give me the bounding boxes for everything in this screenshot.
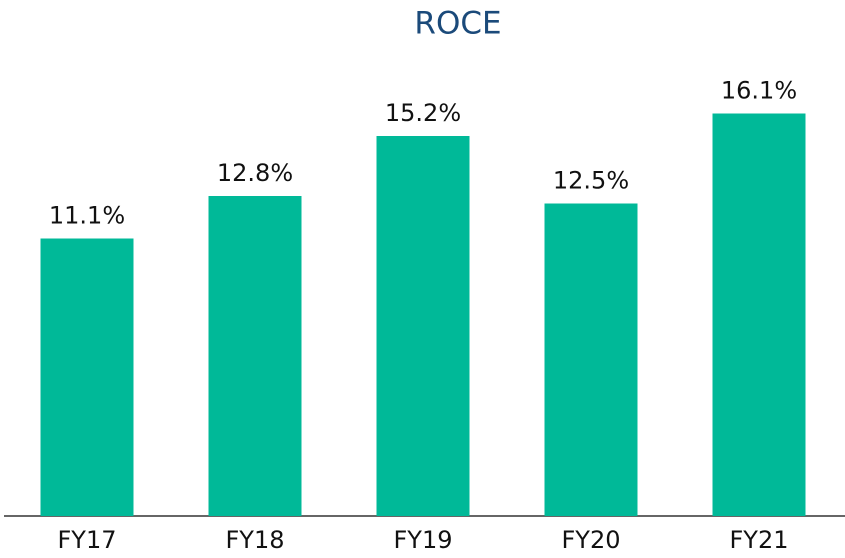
bar: [208, 196, 302, 516]
x-tick-label: FY19: [393, 526, 452, 554]
data-label: 12.8%: [217, 159, 293, 187]
x-tick-label: FY21: [729, 526, 788, 554]
x-tick-label: FY20: [561, 526, 620, 554]
bar: [40, 238, 134, 516]
data-label: 12.5%: [553, 167, 629, 195]
data-label: 11.1%: [49, 202, 125, 230]
data-label: 15.2%: [385, 99, 461, 127]
data-label: 16.1%: [721, 77, 797, 105]
x-tick-label: FY18: [225, 526, 284, 554]
bar: [376, 136, 470, 516]
bar: [544, 203, 638, 516]
chart-title: ROCE: [414, 6, 501, 42]
x-tick-label: FY17: [57, 526, 116, 554]
bar: [712, 113, 806, 516]
